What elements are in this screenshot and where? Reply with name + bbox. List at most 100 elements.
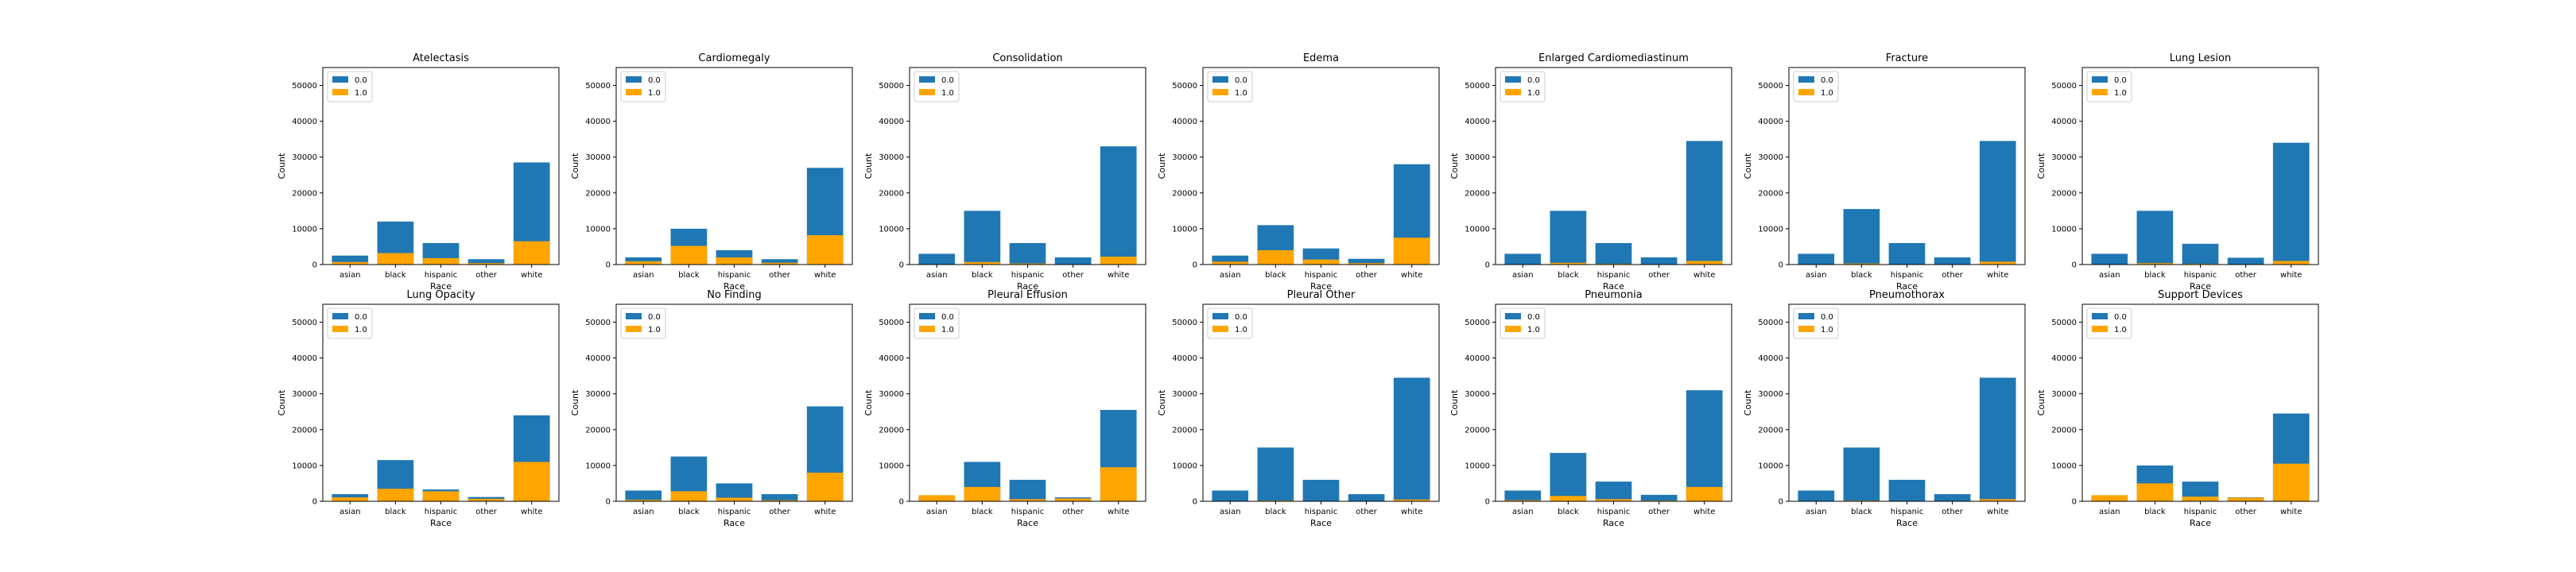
x-tick-label-hispanic: hispanic: [1011, 508, 1044, 516]
y-tick-label: 20000: [585, 426, 611, 435]
bar-fracture-0-0-hispanic: [1888, 242, 1926, 265]
bar-atelectasis-1-0-other: [467, 263, 505, 265]
y-tick-label: 40000: [2051, 118, 2077, 126]
bar-pleural-effusion-1-0-black: [964, 486, 1001, 501]
y-tick-label: 40000: [585, 118, 611, 126]
y-axis-label: Count: [1157, 389, 1167, 415]
legend-label-0-0: 0.0: [355, 76, 367, 85]
y-tick-label: 40000: [1172, 118, 1197, 126]
legend-swatch-0-0: [626, 76, 642, 83]
x-tick-label-other: other: [1942, 508, 1964, 516]
legend-label-1-0: 1.0: [648, 89, 661, 98]
y-tick-label: 20000: [1465, 189, 1490, 198]
legend-swatch-1-0: [2092, 89, 2108, 95]
bar-pneumonia-0-0-white: [1686, 390, 1723, 501]
bar-support-devices-1-0-other: [2227, 497, 2264, 501]
x-tick-label-asian: asian: [926, 271, 948, 280]
chart-title: Pleural Other: [1287, 289, 1356, 301]
legend: 0.01.0: [620, 71, 666, 102]
bar-atelectasis-1-0-hispanic: [422, 257, 460, 265]
bar-enlarged-cardiomediastinum-0-0-hispanic: [1595, 242, 1632, 265]
bar-pneumonia-0-0-other: [1640, 494, 1678, 501]
legend: 0.01.0: [620, 307, 666, 339]
bar-pleural-other-0-0-hispanic: [1302, 479, 1340, 501]
bar-pneumothorax-0-0-white: [1979, 377, 2016, 501]
legend-swatch-1-0: [919, 326, 935, 332]
chart-title: Edema: [1303, 52, 1339, 64]
x-tick-label-other: other: [1062, 508, 1084, 516]
bar-pleural-other-1-0-white: [1393, 499, 1430, 501]
bar-lung-opacity-1-0-other: [467, 498, 505, 501]
legend: 0.01.0: [327, 307, 373, 339]
x-tick-label-asian: asian: [633, 508, 654, 516]
x-tick-label-other: other: [1062, 271, 1084, 280]
x-tick-label-other: other: [475, 508, 498, 516]
y-tick-label: 30000: [1758, 153, 1783, 162]
bar-lung-opacity-1-0-hispanic: [422, 491, 460, 501]
y-tick-label: 0: [899, 498, 904, 507]
legend-label-0-0: 0.0: [1821, 313, 1833, 322]
y-tick-label: 20000: [1172, 189, 1197, 198]
y-tick-label: 0: [312, 498, 317, 507]
bar-fracture-0-0-black: [1843, 209, 1880, 265]
y-tick-label: 0: [1485, 498, 1490, 507]
chart-panel-edema: Edema 0 10000 20000 30000 40000 50000 asian blac…: [1157, 52, 1440, 292]
chart-title: Pleural Effusion: [987, 289, 1068, 301]
bar-edema-1-0-hispanic: [1302, 259, 1340, 265]
chart-panel-consolidation: Consolidation 0 10000 20000 30000 40000 50000 a…: [863, 52, 1146, 292]
chart-panel-pneumothorax: Pneumothorax 0 10000 20000 30000 40000 50000 as…: [1743, 289, 2026, 528]
bar-pneumonia-0-0-hispanic: [1595, 481, 1632, 501]
legend-label-1-0: 1.0: [1821, 326, 1833, 334]
legend-label-0-0: 0.0: [1235, 313, 1247, 322]
legend-swatch-1-0: [626, 89, 642, 95]
y-axis-label: Count: [277, 153, 287, 179]
bar-edema-0-0-other: [1348, 258, 1385, 265]
y-tick-label: 40000: [292, 354, 317, 363]
y-axis-label: Count: [1449, 389, 1460, 415]
x-tick-label-other: other: [2235, 508, 2257, 516]
legend-swatch-0-0: [332, 313, 348, 319]
legend-label-0-0: 0.0: [648, 313, 661, 322]
x-tick-label-other: other: [769, 271, 791, 280]
bar-consolidation-1-0-black: [964, 261, 1001, 265]
chart-title: Enlarged Cardiomediastinum: [1538, 52, 1689, 64]
legend-swatch-0-0: [626, 313, 642, 319]
bar-consolidation-0-0-asian: [918, 253, 956, 265]
bar-pneumonia-1-0-white: [1686, 486, 1723, 501]
bar-pneumonia-1-0-black: [1550, 496, 1587, 501]
legend-swatch-0-0: [1505, 313, 1521, 319]
legend: 0.01.0: [2086, 71, 2132, 102]
legend-label-0-0: 0.0: [2114, 313, 2127, 322]
y-tick-label: 0: [606, 498, 611, 507]
bar-pneumothorax-0-0-black: [1843, 447, 1880, 501]
bar-pneumonia-0-0-black: [1550, 453, 1587, 501]
y-tick-label: 50000: [1172, 82, 1197, 91]
y-tick-label: 0: [1779, 261, 1783, 270]
legend-swatch-1-0: [1505, 89, 1521, 95]
bar-no-finding-1-0-black: [670, 491, 708, 501]
y-tick-label: 40000: [1465, 118, 1490, 126]
legend: 0.01.0: [1499, 307, 1546, 339]
x-tick-label-hispanic: hispanic: [1891, 508, 1923, 516]
chart-panel-fracture: Fracture 0 10000 20000 30000 40000 50000 asian b…: [1743, 52, 2026, 292]
legend: 0.01.0: [1207, 307, 1253, 339]
y-tick-label: 40000: [879, 118, 904, 126]
x-tick-label-hispanic: hispanic: [1305, 508, 1337, 516]
legend-swatch-0-0: [332, 76, 348, 83]
x-tick-label-white: white: [1987, 508, 2008, 516]
y-tick-label: 10000: [1172, 225, 1197, 234]
y-tick-label: 30000: [1758, 390, 1783, 399]
bar-atelectasis-0-0-other: [467, 259, 505, 265]
x-axis-label: Race: [724, 518, 745, 528]
legend-label-0-0: 0.0: [1821, 76, 1833, 85]
y-tick-label: 40000: [2051, 354, 2077, 363]
y-tick-label: 50000: [292, 319, 317, 327]
bar-consolidation-1-0-hispanic: [1009, 263, 1046, 265]
bar-lung-lesion-1-0-white: [2272, 261, 2310, 265]
x-tick-label-other: other: [1648, 508, 1670, 516]
x-tick-label-asian: asian: [2099, 271, 2120, 280]
legend-swatch-1-0: [626, 326, 642, 332]
y-tick-label: 10000: [879, 462, 904, 470]
bar-pleural-other-0-0-asian: [1212, 490, 1249, 501]
y-tick-label: 30000: [1172, 390, 1197, 399]
